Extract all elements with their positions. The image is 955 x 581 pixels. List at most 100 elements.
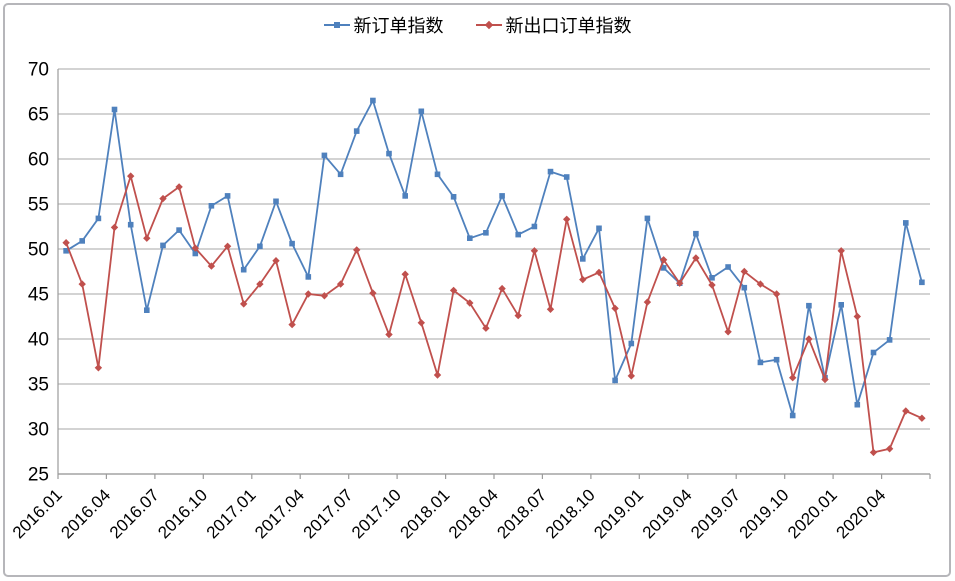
data-point-square — [806, 302, 812, 309]
y-tick-label: 30 — [28, 420, 49, 441]
x-tick-label: 2017.10 — [348, 485, 405, 542]
data-point-square — [709, 275, 715, 281]
y-tick-label: 25 — [28, 465, 49, 486]
legend-label-new-orders: 新订单指数 — [353, 16, 444, 36]
data-point-diamond — [869, 448, 878, 457]
data-point-square — [450, 194, 457, 200]
data-point-diamond — [191, 244, 199, 252]
data-point-diamond — [466, 299, 474, 307]
y-tick-label: 35 — [28, 375, 49, 396]
data-point-diamond — [62, 239, 70, 247]
data-point-diamond — [789, 374, 797, 382]
y-tick-label: 55 — [28, 195, 49, 216]
x-tick-label: 2019.07 — [687, 485, 744, 542]
data-point-square — [580, 256, 586, 262]
x-tick-label: 2018.10 — [542, 485, 599, 542]
data-point-diamond — [805, 335, 813, 343]
data-point-square — [854, 401, 861, 408]
x-tick-label: 2018.07 — [493, 485, 550, 542]
data-point-square — [305, 274, 312, 280]
data-point-square — [563, 174, 570, 180]
data-point-square — [725, 264, 731, 270]
data-point-diamond — [595, 268, 603, 277]
data-point-diamond — [530, 247, 539, 255]
data-point-square — [289, 240, 295, 247]
data-point-diamond — [223, 242, 232, 250]
x-tick-label: 2018.01 — [397, 485, 454, 542]
data-point-square — [660, 265, 667, 271]
data-point-diamond — [821, 375, 829, 384]
y-tick-label: 65 — [28, 105, 49, 126]
diamond-marker-icon — [484, 20, 493, 29]
data-point-square — [644, 215, 651, 222]
data-point-diamond — [918, 414, 926, 422]
data-point-square — [208, 203, 215, 209]
data-point-diamond — [902, 407, 910, 415]
data-point-square — [693, 230, 699, 237]
data-point-square — [596, 225, 602, 232]
data-point-square — [628, 340, 635, 347]
y-tick-label: 40 — [28, 330, 49, 351]
x-tick-label: 2020.01 — [784, 485, 841, 542]
data-point-square — [531, 223, 538, 230]
data-point-square — [515, 231, 521, 238]
data-point-diamond — [94, 364, 103, 372]
x-tick-label: 2019.01 — [590, 485, 647, 542]
data-point-square — [773, 356, 780, 363]
data-point-diamond — [579, 275, 587, 284]
data-point-square — [273, 198, 279, 205]
data-point-square — [919, 279, 925, 286]
data-point-diamond — [159, 194, 167, 203]
data-point-diamond — [288, 320, 296, 329]
data-point-square — [757, 359, 764, 366]
data-point-square — [111, 106, 118, 113]
data-point-square — [240, 266, 247, 273]
data-point-diamond — [772, 290, 781, 298]
data-point-diamond — [78, 280, 86, 288]
legend-label-new-export-orders: 新出口订单指数 — [505, 16, 632, 36]
data-point-diamond — [256, 280, 264, 288]
data-point-diamond — [336, 280, 345, 288]
data-point-square — [838, 302, 844, 308]
data-point-square — [127, 221, 134, 228]
data-point-diamond — [692, 254, 700, 262]
data-point-diamond — [498, 284, 506, 293]
data-point-square — [160, 242, 166, 249]
x-tick-label: 2017.07 — [300, 485, 357, 542]
data-point-square — [79, 238, 85, 244]
data-point-diamond — [110, 223, 119, 232]
series-line-square — [65, 98, 923, 416]
data-point-square — [499, 193, 505, 199]
data-point-diamond — [643, 298, 652, 306]
data-point-square — [467, 235, 473, 241]
data-point-square — [353, 128, 360, 134]
data-point-square — [402, 193, 408, 199]
data-point-diamond — [369, 289, 377, 297]
data-point-diamond — [353, 246, 361, 254]
data-point-diamond — [627, 372, 635, 380]
data-point-square — [176, 227, 182, 233]
data-point-diamond — [207, 262, 216, 270]
x-tick-label: 2016.07 — [106, 485, 163, 542]
y-tick-label: 50 — [28, 240, 49, 261]
x-tick-label: 2018.04 — [445, 485, 502, 542]
legend-line-diamond-icon — [475, 20, 502, 29]
data-point-square — [63, 248, 69, 254]
data-point-square — [95, 215, 102, 222]
data-point-square — [321, 152, 328, 159]
data-point-square — [886, 337, 893, 343]
data-point-diamond — [611, 304, 619, 313]
data-point-diamond — [482, 324, 490, 332]
data-point-square — [418, 108, 425, 115]
data-point-square — [789, 412, 796, 419]
legend-item-new-export-orders: 新出口订单指数 — [475, 12, 632, 38]
data-point-diamond — [885, 445, 894, 453]
data-point-diamond — [659, 256, 668, 264]
y-tick-label: 60 — [28, 150, 49, 171]
data-point-diamond — [272, 257, 280, 265]
data-point-square — [612, 377, 618, 384]
data-point-square — [192, 250, 199, 257]
data-point-square — [547, 168, 554, 175]
